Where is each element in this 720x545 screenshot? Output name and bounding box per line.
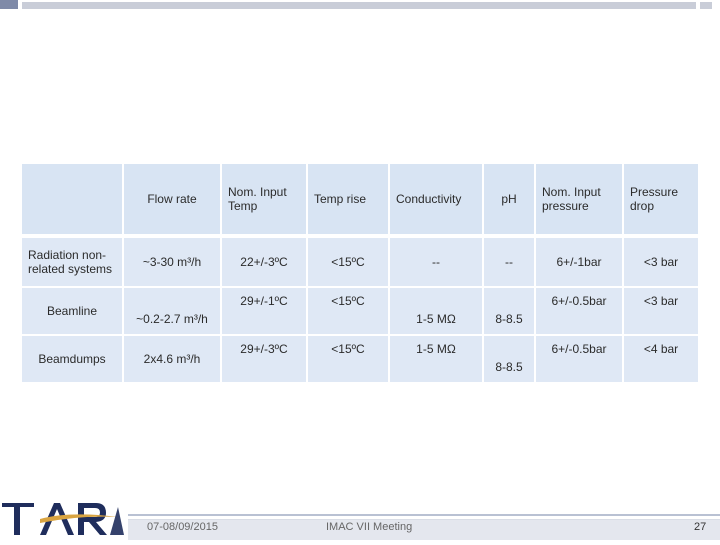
flow-rate-cell: 2x4.6 m³/h (124, 336, 220, 382)
row-label: Beamline (22, 288, 122, 334)
top-bar-light-segment (22, 2, 696, 9)
header-nom-input-pressure: Nom. Input pressure (536, 164, 622, 236)
top-bar-dark-segment (0, 0, 18, 9)
footer-divider-secondary (128, 519, 720, 520)
ph-cell: 8-8.5 (484, 336, 534, 382)
footer-meeting-title: IMAC VII Meeting (326, 521, 413, 533)
header-cell-blank (22, 164, 122, 236)
conductivity-cell: 1-5 MΩ (390, 288, 482, 334)
header-flow-rate: Flow rate (124, 164, 220, 236)
cooling-requirements-table: Flow rate Nom. Input Temp Temp rise Cond… (20, 162, 700, 384)
pressure-drop-cell: <3 bar (624, 288, 698, 334)
top-decoration-bar (0, 0, 720, 12)
footer-divider (128, 514, 720, 516)
flow-rate-cell: ~0.2-2.7 m³/h (124, 288, 220, 334)
nom-input-pressure-cell: 6+/-0.5bar (536, 288, 622, 334)
page-number: 27 (694, 521, 707, 533)
temp-rise-cell: <15ºC (308, 336, 388, 382)
tarla-logo (0, 497, 128, 540)
header-pressure-drop: Pressure drop (624, 164, 698, 236)
row-label: Radiation non-related systems (22, 238, 122, 286)
nom-input-pressure-cell: 6+/-0.5bar (536, 336, 622, 382)
row-label: Beamdumps (22, 336, 122, 382)
footer-bar (128, 520, 720, 540)
header-nom-input-temp: Nom. Input Temp (222, 164, 306, 236)
ph-cell: 8-8.5 (484, 288, 534, 334)
temp-rise-cell: <15ºC (308, 288, 388, 334)
footer-date: 07-08/09/2015 (147, 521, 218, 533)
table-row: Beamline ~0.2-2.7 m³/h 29+/-1ºC <15ºC 1-… (22, 288, 698, 334)
conductivity-cell: 1-5 MΩ (390, 336, 482, 382)
pressure-drop-cell: <3 bar (624, 238, 698, 286)
conductivity-cell: -- (390, 238, 482, 286)
header-temp-rise: Temp rise (308, 164, 388, 236)
pressure-drop-cell: <4 bar (624, 336, 698, 382)
header-ph: pH (484, 164, 534, 236)
table-row: Radiation non-related systems ~3-30 m³/h… (22, 238, 698, 286)
tarla-logo-graphic (2, 503, 124, 535)
nom-input-temp-cell: 29+/-1ºC (222, 288, 306, 334)
nom-input-temp-cell: 22+/-3ºC (222, 238, 306, 286)
temp-rise-cell: <15ºC (308, 238, 388, 286)
nom-input-temp-cell: 29+/-3ºC (222, 336, 306, 382)
nom-input-pressure-cell: 6+/-1bar (536, 238, 622, 286)
flow-rate-cell: ~3-30 m³/h (124, 238, 220, 286)
top-bar-small-segment (700, 2, 712, 9)
ph-cell: -- (484, 238, 534, 286)
table-row: Beamdumps 2x4.6 m³/h 29+/-3ºC <15ºC 1-5 … (22, 336, 698, 382)
table-header-row: Flow rate Nom. Input Temp Temp rise Cond… (22, 164, 698, 236)
header-conductivity: Conductivity (390, 164, 482, 236)
